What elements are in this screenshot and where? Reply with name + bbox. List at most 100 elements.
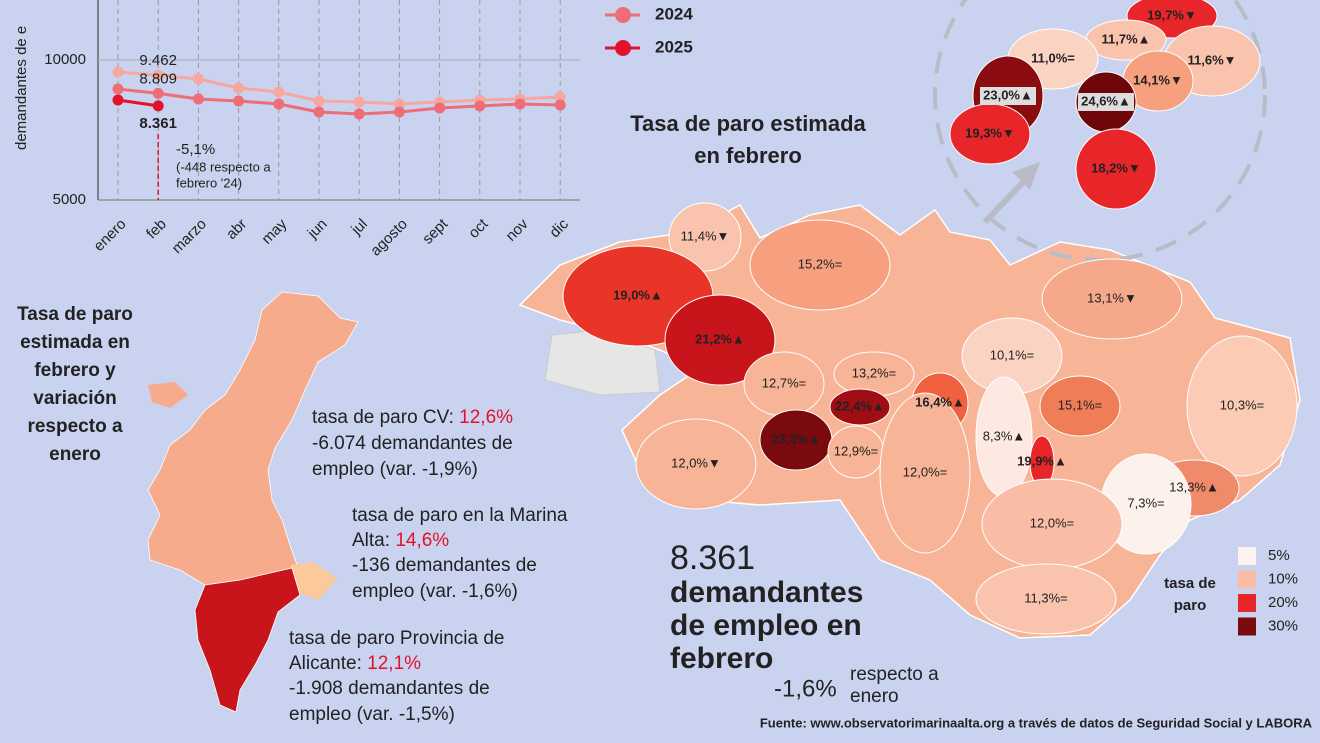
inset-label: 14,1%▼ — [1133, 72, 1183, 87]
stat-line: empleo (var. -1,9%) — [312, 459, 478, 480]
region — [829, 388, 891, 426]
region-label: 19,0%▲ — [613, 287, 663, 302]
region-label: 22,4%▲ — [835, 398, 885, 413]
left-title: febrero y — [34, 360, 116, 381]
stat-rate: 12,1% — [367, 653, 421, 674]
annotation: (-448 respecto a — [176, 159, 271, 174]
region-label: 13,3%▲ — [1169, 479, 1219, 494]
map-title: en febrero — [694, 143, 802, 168]
region-label: 12,0%▼ — [671, 455, 721, 470]
legend-label: 5% — [1268, 547, 1290, 564]
region-label: 7,3%= — [1127, 495, 1164, 510]
point — [514, 98, 526, 110]
region-label: 19,9%▲ — [1017, 453, 1067, 468]
point — [152, 87, 164, 99]
point — [273, 98, 285, 110]
y-tick-label: 5000 — [53, 191, 86, 208]
value-label: 8.809 — [139, 70, 177, 87]
stat-rate: 14,6% — [395, 530, 449, 551]
y-tick-label: 10000 — [44, 51, 86, 68]
inset-region — [1075, 128, 1157, 210]
region-label: 12,9%= — [834, 443, 878, 458]
x-tick-label: abr — [223, 216, 250, 243]
inset-arrow — [982, 172, 1033, 225]
inset-label: 24,6%▲ — [1081, 93, 1131, 108]
value-label: 8.361 — [139, 115, 177, 132]
point — [233, 82, 245, 94]
legend-swatch — [1238, 570, 1256, 589]
point — [192, 93, 204, 105]
legend-title: paro — [1174, 597, 1207, 614]
point — [353, 108, 365, 120]
region-label: 8,3%▲ — [983, 428, 1026, 443]
region — [1041, 258, 1183, 340]
point — [112, 83, 124, 95]
legend-marker — [615, 7, 631, 23]
valencia-island — [148, 382, 188, 408]
region-label: 13,2%= — [852, 365, 896, 380]
region-label: 10,1%= — [990, 347, 1034, 362]
region-label: 15,1%= — [1058, 397, 1102, 412]
map-title: Tasa de paro estimada — [630, 111, 866, 136]
left-title: variación — [33, 388, 116, 409]
region-label: 12,7%= — [762, 375, 806, 390]
region-label: 15,2%= — [798, 256, 842, 271]
point — [112, 94, 124, 106]
region — [749, 219, 891, 311]
point — [554, 99, 566, 111]
x-tick-label: enero — [90, 216, 129, 255]
legend-title: tasa de — [1164, 575, 1216, 592]
stat-text: tasa de paro CV: 12,6% — [312, 407, 513, 428]
point — [313, 106, 325, 118]
inset-arrow-head — [1012, 162, 1040, 190]
stat-label: Alicante: — [289, 653, 367, 674]
left-title: respecto a — [27, 416, 122, 437]
point — [434, 102, 446, 114]
region-label: 10,3%= — [1220, 397, 1264, 412]
stat-text: Alta: 14,6% — [352, 530, 449, 551]
legend-label: 20% — [1268, 594, 1298, 611]
region — [1186, 335, 1298, 477]
region — [664, 294, 776, 386]
legend-swatch — [1238, 594, 1256, 612]
legend-swatch — [1238, 617, 1256, 636]
region — [975, 563, 1117, 635]
stat-line: empleo (var. -1,5%) — [289, 704, 455, 725]
point — [393, 98, 405, 110]
stat-text: Alicante: 12,1% — [289, 653, 421, 674]
point — [152, 100, 164, 112]
line — [117, 70, 561, 106]
headline-change-text: respecto a — [850, 664, 939, 685]
x-tick-label: may — [258, 215, 290, 247]
headline-change: -1,6% — [774, 675, 837, 702]
headline-number: 8.361 — [670, 539, 755, 577]
left-title: enero — [49, 444, 101, 465]
legend-swatch — [1238, 547, 1256, 565]
headline-text: demandantes — [670, 576, 863, 609]
inset-label: 23,0%▲ — [983, 87, 1033, 102]
point — [393, 106, 405, 118]
region — [668, 202, 742, 272]
region-label: 12,0%= — [903, 464, 947, 479]
line — [117, 98, 159, 108]
point — [233, 95, 245, 107]
region — [879, 392, 971, 554]
annotation: -5,1% — [176, 141, 215, 158]
legend-marker — [615, 40, 631, 56]
headline-change-text: enero — [850, 686, 899, 707]
marina-alta — [290, 562, 338, 600]
stat-label: Alta: — [352, 530, 395, 551]
point — [112, 66, 124, 78]
stat-label: tasa de paro en la Marina — [352, 505, 568, 526]
point — [554, 91, 566, 103]
point — [273, 86, 285, 98]
headline-text: de empleo en — [670, 609, 862, 642]
region-label: 11,3%= — [1024, 590, 1068, 605]
region-label: 21,2%▲ — [695, 331, 745, 346]
stat-text: tasa de paro en la Marina — [352, 505, 568, 526]
x-tick-label: feb — [143, 216, 170, 243]
point — [192, 73, 204, 85]
x-tick-label: sept — [419, 215, 452, 248]
point — [152, 69, 164, 81]
